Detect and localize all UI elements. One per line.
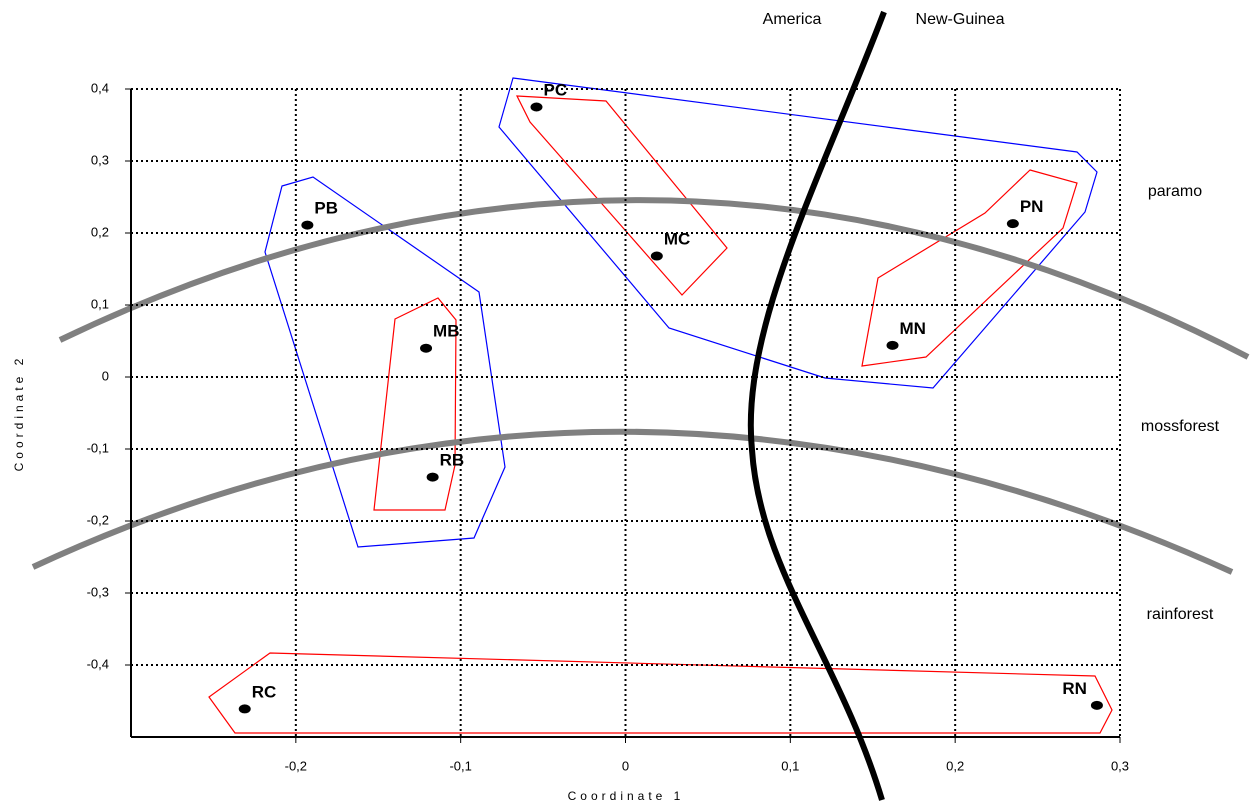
zone-boundary	[31, 428, 1234, 575]
point-label: RC	[252, 682, 277, 701]
hull	[264, 176, 506, 548]
y-tick-label: 0,1	[91, 296, 109, 311]
point-label: PB	[314, 199, 338, 218]
point	[301, 220, 314, 230]
x-axis-label: Coordinate 1	[568, 789, 685, 803]
y-tick-label: 0,4	[91, 80, 109, 95]
x-tick-label: -0,1	[449, 758, 471, 773]
y-tick-label: -0,3	[87, 584, 109, 599]
hull	[373, 297, 457, 511]
group-hulls	[208, 77, 1113, 734]
point	[1006, 219, 1019, 229]
point	[886, 340, 899, 350]
annotation: mossforest	[1141, 418, 1220, 435]
hull	[208, 652, 1113, 734]
point	[426, 472, 439, 482]
point-label: PN	[1020, 197, 1044, 216]
y-tick-label: -0,2	[87, 512, 109, 527]
y-tick-label: -0,1	[87, 440, 109, 455]
zone-boundary	[58, 197, 1250, 360]
y-tick-label: -0,4	[87, 656, 109, 671]
hull	[498, 77, 1098, 389]
point	[530, 102, 543, 112]
point-label: RN	[1062, 679, 1087, 698]
annotation: New-Guinea	[916, 11, 1005, 28]
hull	[516, 95, 728, 296]
annotation: paramo	[1148, 183, 1202, 200]
point	[238, 704, 251, 714]
y-axis-label: Coordinate 2	[12, 355, 26, 472]
point	[1090, 700, 1103, 710]
y-tick-label: 0	[102, 368, 109, 383]
annotation: rainforest	[1147, 606, 1214, 623]
point	[650, 251, 663, 261]
region-boundary	[747, 10, 887, 801]
x-tick-label: 0,1	[781, 758, 799, 773]
x-tick-label: 0,3	[1111, 758, 1129, 773]
point-label: MN	[900, 319, 926, 338]
annotation: America	[763, 11, 822, 28]
y-tick-label: 0,2	[91, 224, 109, 239]
y-tick-label: 0,3	[91, 152, 109, 167]
hull	[861, 169, 1078, 367]
point-label: MB	[433, 322, 459, 341]
point-label: RB	[440, 451, 465, 470]
x-tick-label: 0,2	[946, 758, 964, 773]
point-label: PC	[543, 80, 567, 99]
x-tick-label: -0,2	[285, 758, 307, 773]
point	[420, 343, 433, 353]
point-label: MC	[664, 230, 690, 249]
x-tick-label: 0	[622, 758, 629, 773]
